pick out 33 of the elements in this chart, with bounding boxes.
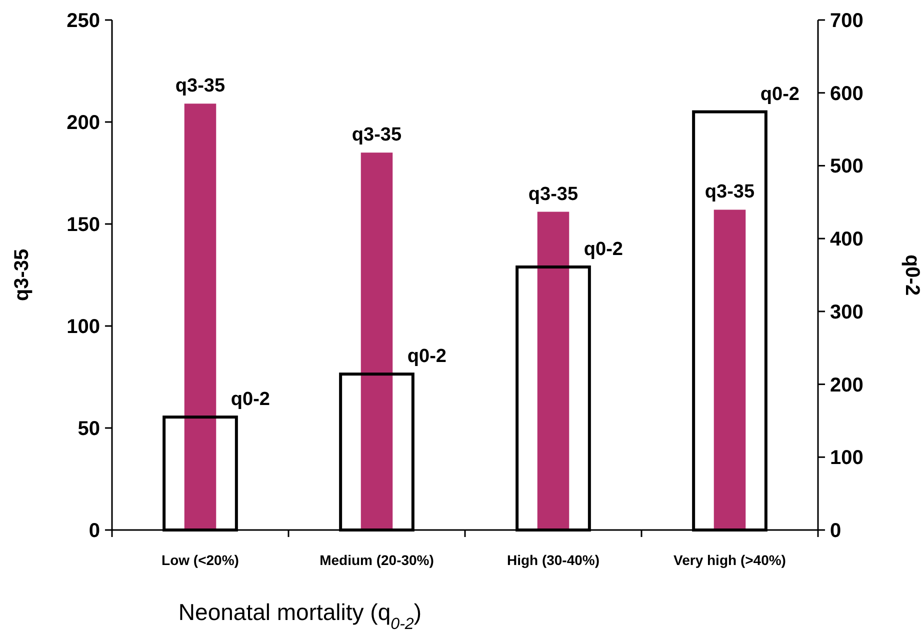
- y-axis-title: q3-35: [11, 248, 33, 302]
- text: q0-2: [584, 238, 623, 260]
- y-tick-label: 200: [66, 112, 100, 134]
- y2-tick-label: 600: [830, 82, 864, 105]
- text: q0-2: [407, 346, 446, 368]
- y2-tick-label: 100: [830, 447, 864, 470]
- y-tick-label: 250: [66, 10, 100, 32]
- x-tick-label: Low (<20%): [162, 552, 239, 568]
- y2-axis-title: q0-2: [901, 254, 923, 296]
- y2-tick-label: 200: [830, 374, 864, 396]
- y2-tick-label: 500: [830, 156, 864, 178]
- x-tick-label: Very high (>40%): [674, 552, 786, 568]
- x-axis-title: Neonatal mortality (q$_{0-2}$): [178, 599, 422, 633]
- series-label: q3-35: [175, 76, 226, 97]
- y-tick-label: 50: [78, 418, 100, 440]
- y2-tick-label: 700: [830, 10, 864, 32]
- y-tick-label: 150: [66, 214, 100, 236]
- y-tick-label: 100: [66, 316, 100, 338]
- y2-tick-label: 400: [830, 228, 864, 251]
- bar: [360, 152, 393, 530]
- y2-tick-label: 300: [830, 301, 864, 324]
- bar: [714, 210, 746, 530]
- x-tick-label: High (30-40%): [506, 552, 600, 568]
- series-label: q0-2: [230, 389, 270, 410]
- bar: [184, 104, 216, 530]
- text: q3-35: [528, 184, 578, 205]
- text: q3-35: [704, 182, 755, 203]
- x-tick-label: Medium (20-30%): [320, 552, 434, 568]
- bar: [537, 212, 570, 530]
- y-tick-label: 0: [88, 520, 100, 542]
- text: q3-35: [352, 124, 402, 146]
- text: q0-2: [760, 84, 800, 105]
- y2-tick-label: 0: [830, 520, 842, 542]
